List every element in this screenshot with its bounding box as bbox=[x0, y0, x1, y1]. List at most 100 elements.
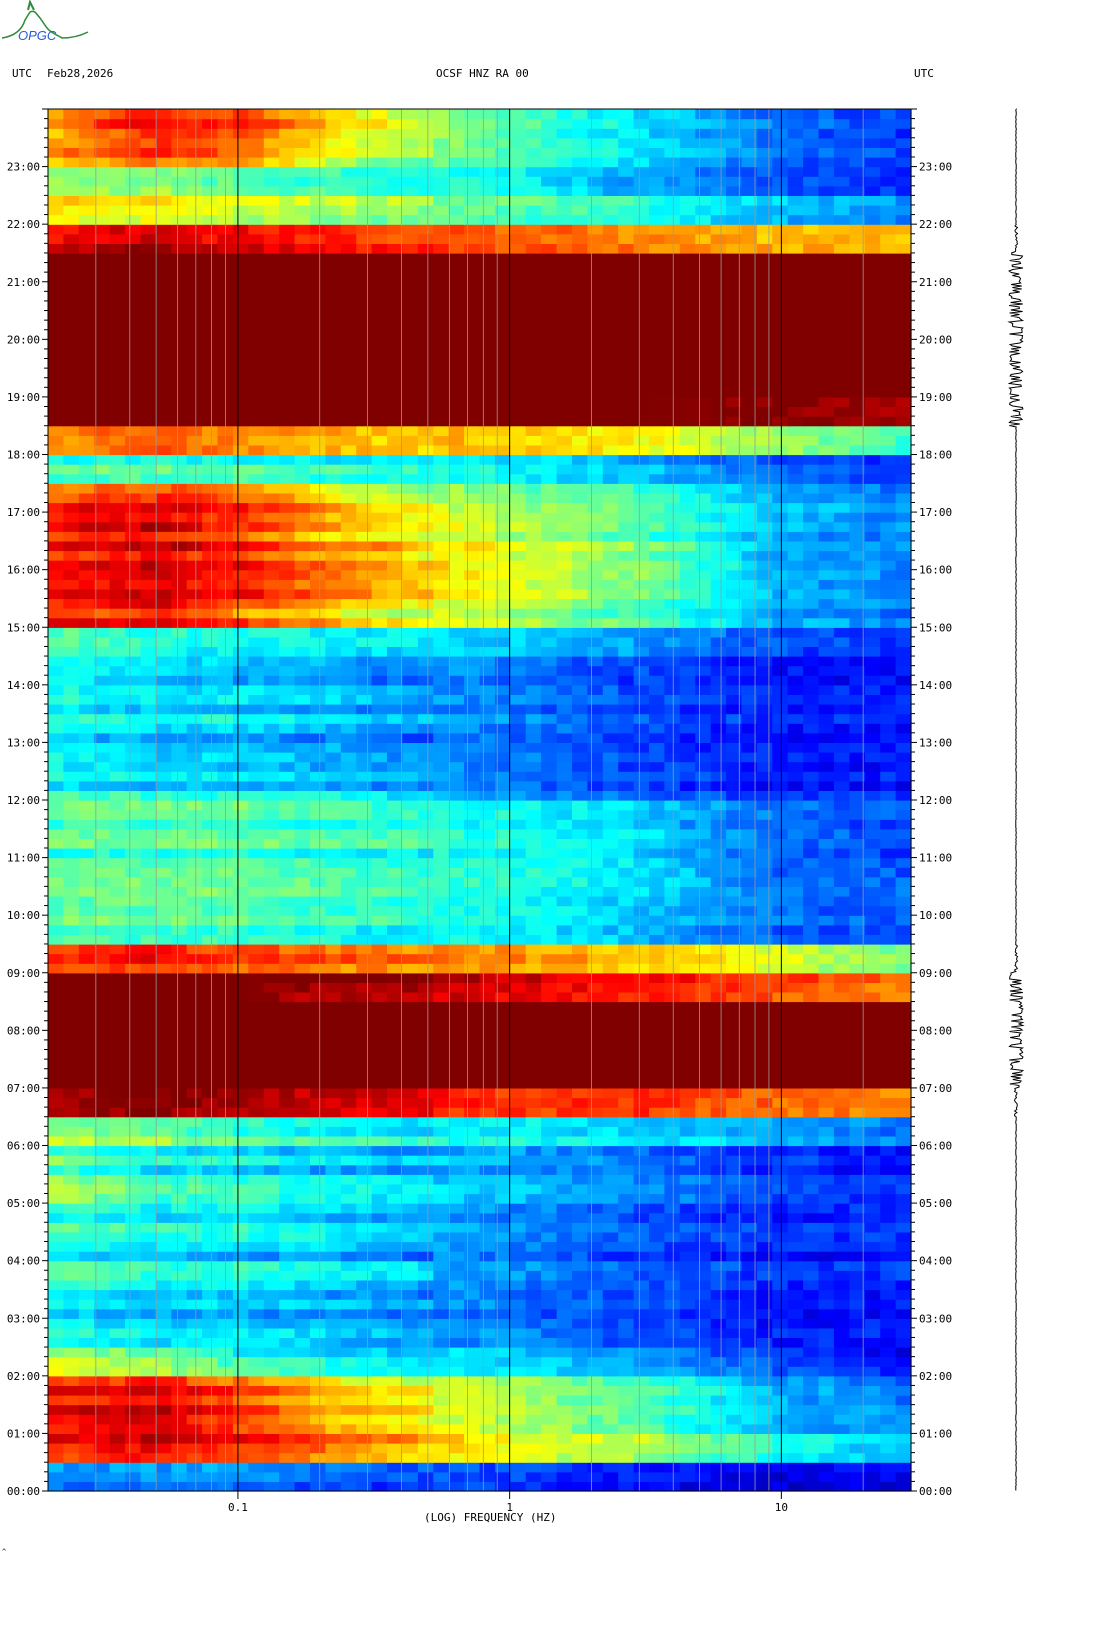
heatmap-cell bbox=[880, 809, 897, 820]
heatmap-cell bbox=[140, 896, 157, 907]
heatmap-cell bbox=[787, 944, 804, 955]
heatmap-cell bbox=[248, 723, 265, 734]
heatmap-cell bbox=[248, 1059, 265, 1070]
heatmap-cell bbox=[433, 1174, 450, 1185]
heatmap-cell bbox=[664, 972, 681, 983]
heatmap-cell bbox=[371, 828, 388, 839]
heatmap-cell bbox=[525, 1481, 542, 1492]
heatmap-cell bbox=[325, 1241, 342, 1252]
heatmap-cell bbox=[818, 1020, 835, 1031]
heatmap-cell bbox=[356, 1404, 373, 1415]
heatmap-cell bbox=[109, 675, 126, 686]
heatmap-cell bbox=[541, 1049, 558, 1060]
heatmap-cell bbox=[556, 732, 573, 743]
heatmap-cell bbox=[310, 1308, 326, 1319]
heatmap-cell bbox=[895, 1299, 912, 1310]
heatmap-cell bbox=[387, 1327, 403, 1338]
heatmap-cell bbox=[78, 1337, 95, 1348]
heatmap-cell bbox=[525, 1183, 542, 1195]
heatmap-cell bbox=[541, 800, 558, 811]
heatmap-cell bbox=[695, 848, 712, 859]
heatmap-cell bbox=[356, 800, 373, 811]
heatmap-cell bbox=[48, 675, 64, 686]
heatmap-cell bbox=[186, 1299, 203, 1310]
heatmap-cell bbox=[310, 1049, 326, 1060]
heatmap-cell bbox=[679, 780, 696, 791]
heatmap-cell bbox=[186, 761, 203, 772]
heatmap-cell bbox=[880, 905, 897, 916]
heatmap-cell bbox=[263, 1097, 280, 1108]
heatmap-cell bbox=[818, 953, 835, 964]
heatmap-cell bbox=[263, 790, 280, 801]
heatmap-cell bbox=[649, 1337, 665, 1348]
heatmap-cell bbox=[649, 1318, 665, 1329]
heatmap-cell bbox=[818, 886, 835, 897]
heatmap-cell bbox=[772, 1030, 789, 1041]
heatmap-cell bbox=[464, 1030, 481, 1041]
heatmap-cell bbox=[402, 1270, 419, 1281]
heatmap-cell bbox=[63, 857, 80, 868]
heatmap-cell bbox=[587, 1155, 604, 1166]
heatmap-cell bbox=[232, 876, 249, 887]
heatmap-cell bbox=[541, 1270, 558, 1281]
heatmap-cell bbox=[171, 636, 188, 647]
heatmap-cell bbox=[803, 934, 820, 945]
heatmap-cell bbox=[340, 924, 357, 935]
heatmap-cell bbox=[356, 1337, 373, 1348]
heatmap-cell bbox=[803, 991, 820, 1003]
heatmap-cell bbox=[294, 838, 311, 849]
heatmap-cell bbox=[710, 1049, 727, 1060]
heatmap-cell bbox=[171, 1299, 188, 1310]
date-label: Feb28,2026 bbox=[47, 67, 114, 80]
heatmap-cell bbox=[587, 1126, 604, 1137]
heatmap-cell bbox=[155, 684, 172, 695]
heatmap-cell bbox=[417, 1356, 434, 1367]
heatmap-cell bbox=[618, 1155, 635, 1166]
heatmap-cell bbox=[510, 1347, 527, 1358]
heatmap-cell bbox=[772, 1462, 789, 1473]
heatmap-cell bbox=[202, 1107, 219, 1118]
heatmap-cell bbox=[849, 1212, 866, 1223]
heatmap-cell bbox=[880, 1375, 897, 1386]
heatmap-cell bbox=[464, 1375, 481, 1386]
heatmap-cell bbox=[510, 1203, 527, 1214]
heatmap-cell bbox=[402, 1366, 419, 1377]
heatmap-cell bbox=[294, 1337, 311, 1348]
heatmap-cell bbox=[880, 732, 897, 743]
heatmap-cell bbox=[279, 1020, 296, 1031]
heatmap-cell bbox=[402, 809, 419, 820]
heatmap-cell bbox=[833, 915, 850, 926]
heatmap-cell bbox=[464, 694, 481, 705]
heatmap-cell bbox=[602, 694, 619, 705]
heatmap-cell bbox=[772, 1231, 789, 1243]
heatmap-cell bbox=[849, 1251, 866, 1262]
heatmap-cell bbox=[679, 1433, 696, 1444]
heatmap-cell bbox=[541, 972, 558, 983]
heatmap-cell bbox=[186, 1030, 203, 1041]
heatmap-cell bbox=[602, 1308, 619, 1319]
heatmap-cell bbox=[356, 896, 373, 907]
heatmap-cell bbox=[664, 867, 681, 878]
heatmap-cell bbox=[818, 934, 835, 945]
heatmap-cell bbox=[756, 732, 773, 743]
heatmap-cell bbox=[880, 1443, 897, 1454]
heatmap-cell bbox=[710, 876, 727, 887]
heatmap-cell bbox=[494, 1279, 511, 1291]
heatmap-cell bbox=[433, 1337, 450, 1348]
heatmap-cell bbox=[340, 1308, 357, 1319]
heatmap-cell bbox=[572, 1423, 588, 1434]
heatmap-cell bbox=[880, 1433, 897, 1444]
heatmap-cell bbox=[849, 1347, 866, 1358]
heatmap-cell bbox=[695, 771, 712, 782]
heatmap-cell bbox=[587, 1366, 604, 1377]
heatmap-cell bbox=[494, 704, 511, 715]
heatmap-cell bbox=[48, 867, 64, 878]
heatmap-cell bbox=[849, 1231, 866, 1243]
heatmap-cell bbox=[63, 1318, 80, 1329]
heatmap-cell bbox=[125, 1097, 142, 1108]
heatmap-cell bbox=[833, 1155, 850, 1166]
heatmap-cell bbox=[417, 1174, 434, 1185]
heatmap-cell bbox=[818, 1135, 835, 1147]
heatmap-cell bbox=[756, 1126, 773, 1137]
heatmap-cell bbox=[155, 1222, 172, 1233]
